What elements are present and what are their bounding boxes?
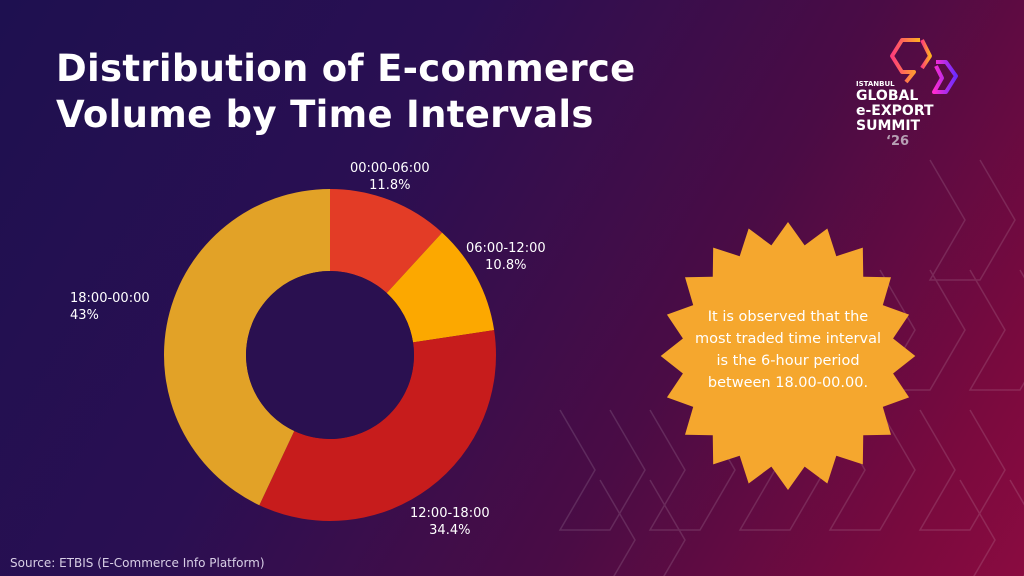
label-18-00: 18:00-00:00 43% [70,290,150,324]
value-label: 34.4% [429,523,471,538]
label-00-06: 00:00-06:00 11.8% [350,160,430,194]
callout-starburst [660,222,916,490]
label-06-12: 06:00-12:00 10.8% [466,240,546,274]
category-label: 18:00-00:00 [70,291,150,306]
logo-text-eexport: e-EXPORT [856,103,934,119]
category-label: 06:00-12:00 [466,241,546,256]
decorative-chevron [968,269,1024,391]
value-label: 43% [70,308,99,323]
decorative-chevron [928,159,1016,281]
decorative-chevron [599,479,686,576]
slice-06:00-12:00 [386,232,495,343]
decorative-chevron [918,409,1006,531]
decorative-chevron [959,479,1024,576]
logo-text-global: GLOBAL [856,88,919,104]
logo-text-istanbul: ISTANBUL [856,80,895,88]
value-label: 11.8% [369,178,411,193]
category-label: 12:00-18:00 [410,506,490,521]
slice-00:00-06:00 [330,188,443,294]
label-12-18: 12:00-18:00 34.4% [410,505,490,539]
logo-text-summit: SUMMIT [856,118,921,134]
slice-12:00-18:00 [259,330,496,521]
source-note: Source: ETBIS (E-Commerce Info Platform) [10,556,265,570]
callout-text: It is observed that the most traded time… [695,309,881,391]
decorative-chevron [558,409,646,531]
value-label: 10.8% [485,258,527,273]
title-line-1: Distribution of E-commerce [56,47,636,90]
summit-logo: ISTANBUL GLOBAL e-EXPORT SUMMIT ‘26 [850,36,970,156]
chevron-logo-icon [890,38,958,94]
category-label: 00:00-06:00 [350,161,430,176]
logo-text-year: ‘26 [886,134,910,149]
donut-hole [246,271,414,439]
title-line-2: Volume by Time Intervals [56,93,594,136]
decorative-chevron [878,269,966,391]
slice-18:00-00:00 [163,189,330,506]
decorative-chevron [648,409,736,531]
page-title: Distribution of E-commerce Volume by Time… [56,46,636,138]
